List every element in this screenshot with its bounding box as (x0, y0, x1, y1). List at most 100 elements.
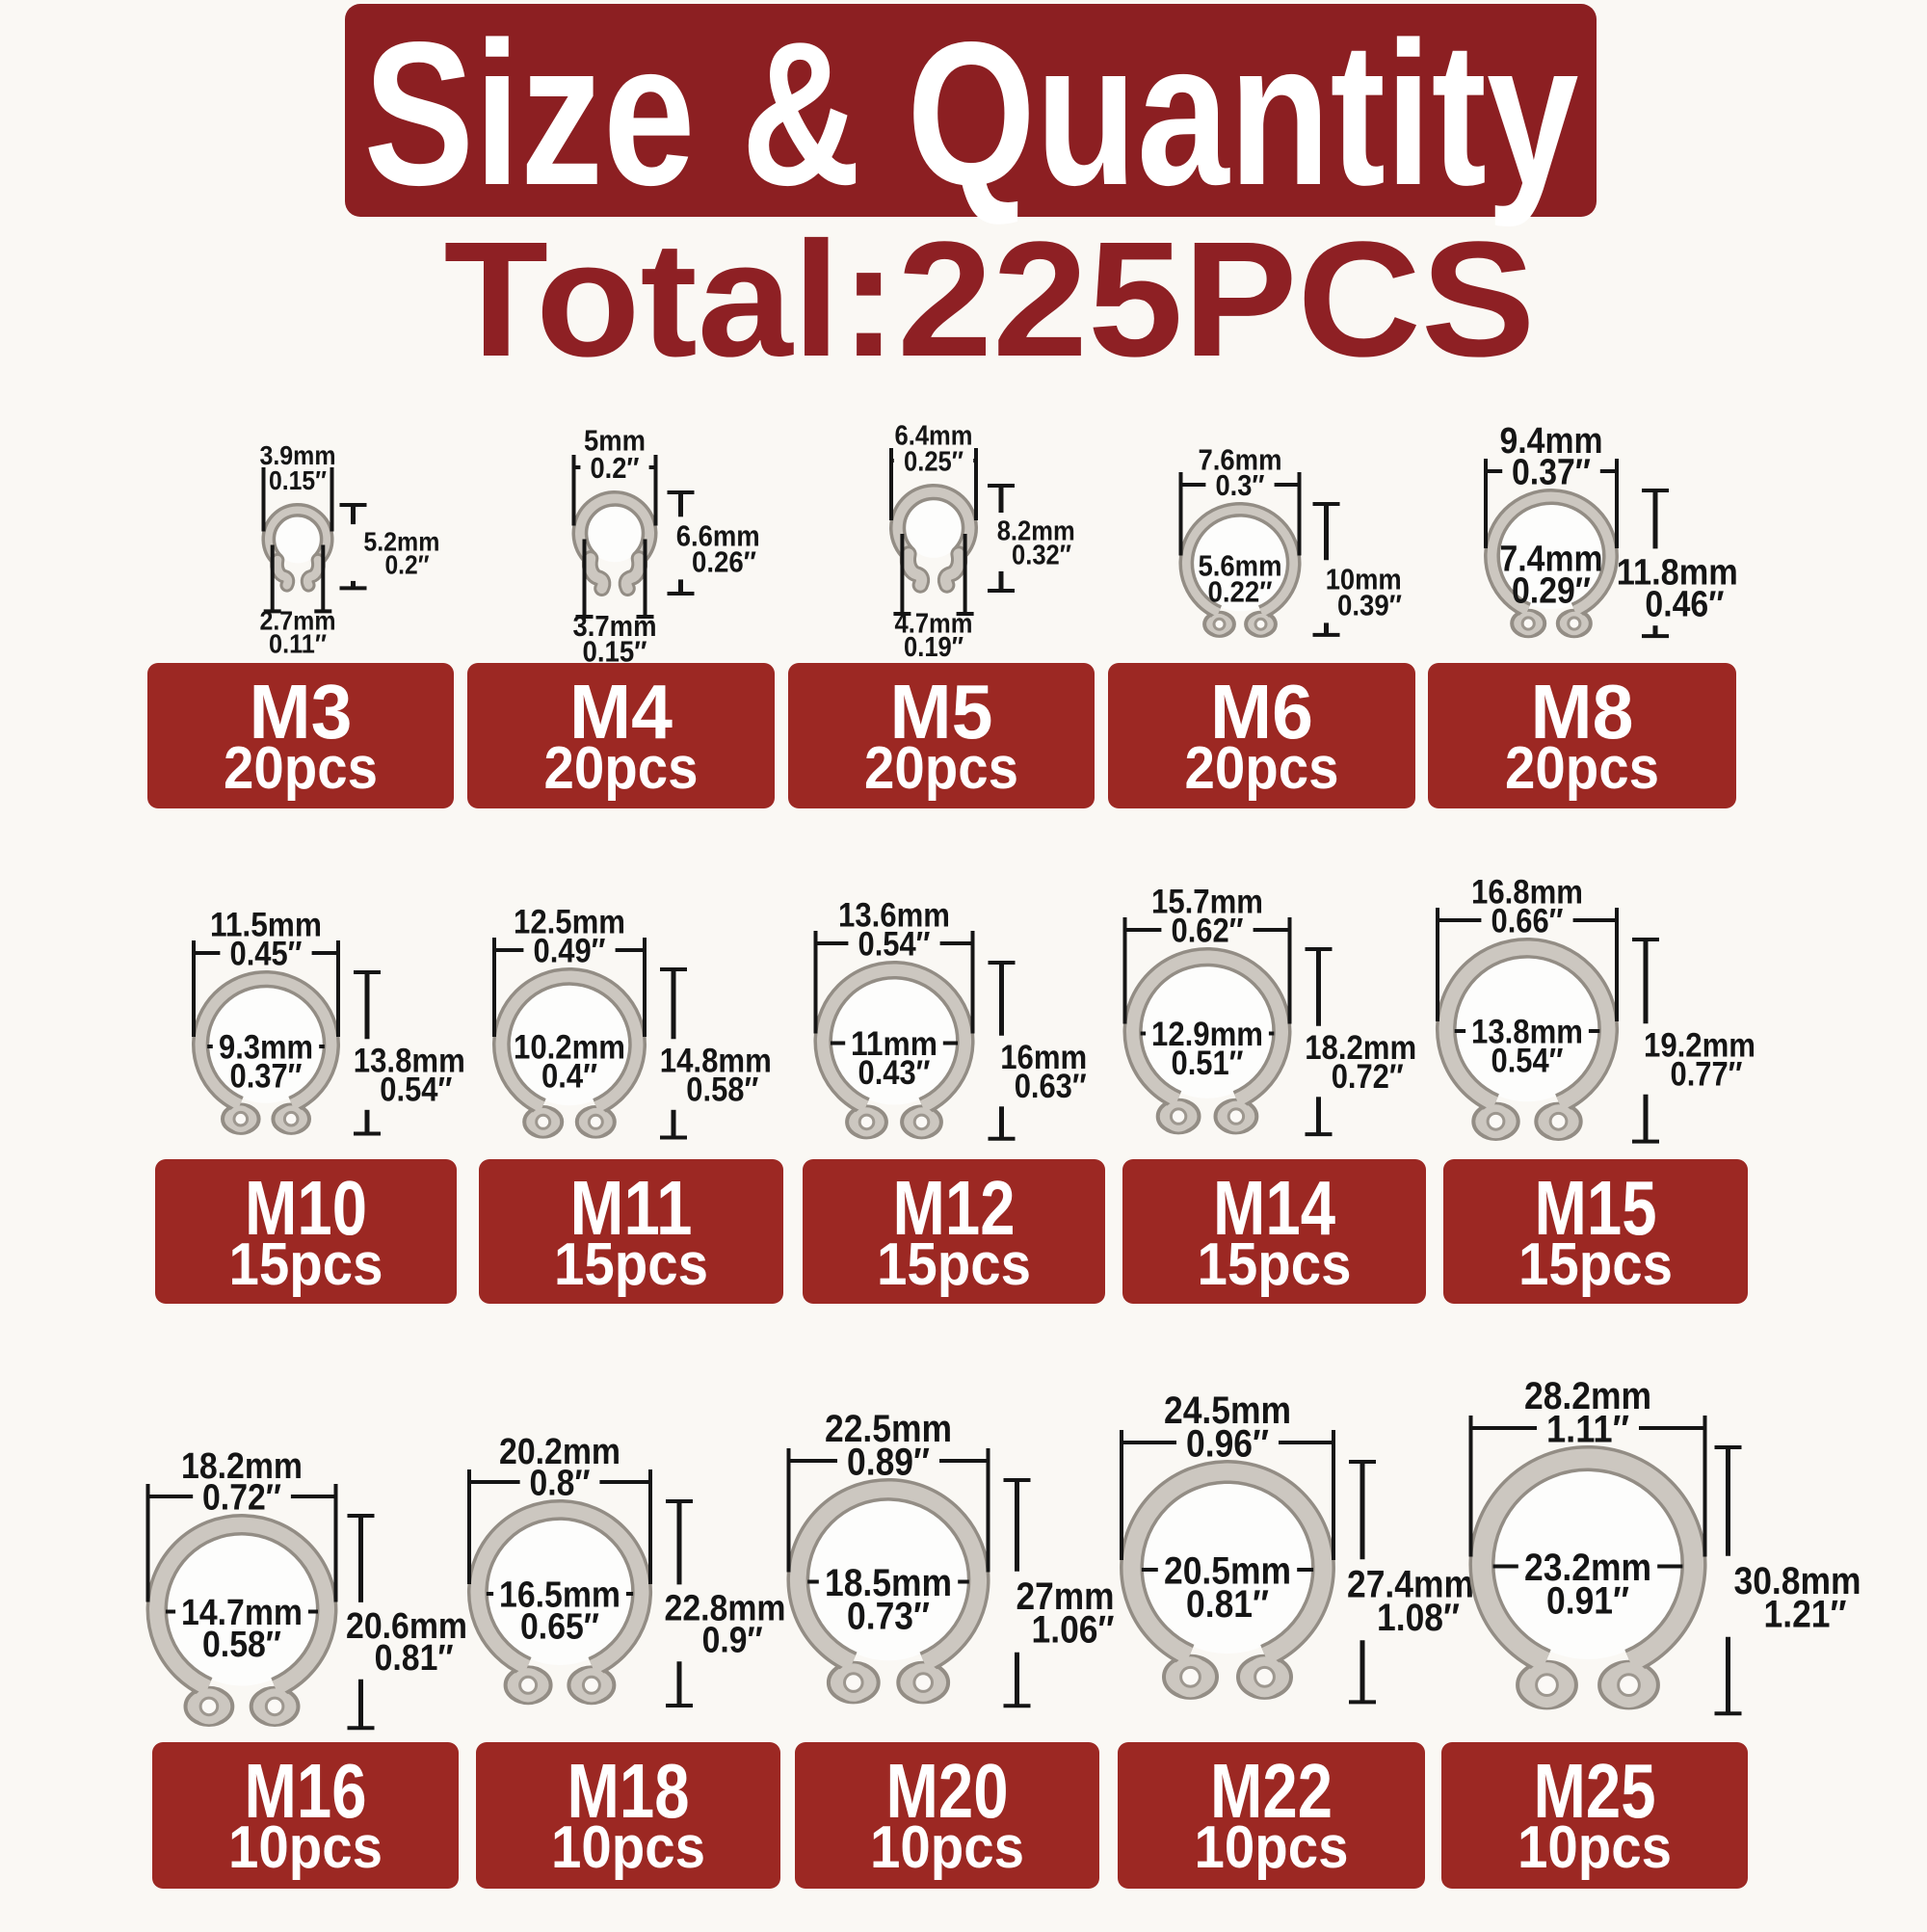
svg-text:15pcs: 15pcs (554, 1231, 708, 1298)
svg-text:12.5mm: 12.5mm (514, 904, 625, 941)
svg-text:0.51″: 0.51″ (1172, 1045, 1244, 1082)
svg-text:0.29″: 0.29″ (1512, 570, 1591, 611)
svg-text:M10: M10 (245, 1165, 367, 1251)
svg-text:10mm: 10mm (1326, 563, 1402, 596)
svg-text:5.6mm: 5.6mm (1199, 549, 1282, 583)
svg-text:5.2mm: 5.2mm (363, 527, 439, 557)
svg-text:0.2″: 0.2″ (591, 451, 640, 485)
svg-text:0.43″: 0.43″ (858, 1054, 931, 1092)
svg-text:0.4″: 0.4″ (541, 1058, 597, 1096)
svg-text:0.77″: 0.77″ (1671, 1056, 1743, 1094)
svg-text:15pcs: 15pcs (1518, 1231, 1673, 1298)
svg-text:10pcs: 10pcs (228, 1814, 383, 1881)
svg-text:11.8mm: 11.8mm (1617, 553, 1738, 594)
svg-text:0.91″: 0.91″ (1546, 1579, 1629, 1622)
svg-text:3.7mm: 3.7mm (573, 609, 657, 643)
svg-text:0.81″: 0.81″ (1186, 1583, 1269, 1626)
svg-text:6.4mm: 6.4mm (895, 421, 973, 452)
svg-text:0.19″: 0.19″ (904, 632, 964, 663)
svg-text:0.49″: 0.49″ (534, 933, 606, 970)
svg-text:14.8mm: 14.8mm (660, 1043, 772, 1080)
svg-text:0.72″: 0.72″ (202, 1478, 281, 1519)
svg-text:0.3″: 0.3″ (1216, 468, 1265, 502)
svg-text:10pcs: 10pcs (1195, 1814, 1349, 1881)
svg-text:0.25″: 0.25″ (904, 446, 964, 477)
svg-text:1.08″: 1.08″ (1377, 1597, 1460, 1639)
svg-text:13.6mm: 13.6mm (838, 897, 950, 935)
svg-text:23.2mm: 23.2mm (1524, 1547, 1651, 1589)
svg-text:0.73″: 0.73″ (847, 1595, 930, 1637)
svg-text:M6: M6 (1210, 669, 1313, 754)
svg-text:M4: M4 (569, 669, 673, 754)
svg-text:0.45″: 0.45″ (230, 936, 303, 973)
svg-text:0.11″: 0.11″ (269, 628, 327, 658)
svg-text:M18: M18 (568, 1748, 690, 1834)
svg-text:30.8mm: 30.8mm (1734, 1560, 1861, 1602)
svg-text:11mm: 11mm (851, 1025, 937, 1063)
svg-text:0.66″: 0.66″ (1491, 903, 1564, 940)
svg-text:0.58″: 0.58″ (686, 1072, 758, 1109)
svg-text:28.2mm: 28.2mm (1524, 1375, 1651, 1417)
svg-text:0.46″: 0.46″ (1645, 584, 1724, 624)
svg-text:15pcs: 15pcs (877, 1231, 1031, 1298)
svg-text:7.6mm: 7.6mm (1199, 443, 1282, 477)
svg-text:20pcs: 20pcs (1505, 735, 1659, 802)
svg-text:0.8″: 0.8″ (530, 1464, 591, 1504)
svg-text:M22: M22 (1210, 1748, 1333, 1834)
svg-text:16mm: 16mm (1000, 1039, 1087, 1076)
svg-text:0.81″: 0.81″ (375, 1638, 454, 1679)
svg-text:10.2mm: 10.2mm (514, 1029, 625, 1067)
svg-text:0.2″: 0.2″ (385, 550, 430, 580)
svg-text:0.32″: 0.32″ (1012, 540, 1071, 570)
svg-text:M5: M5 (890, 669, 993, 754)
svg-text:20pcs: 20pcs (544, 735, 699, 802)
svg-text:20.6mm: 20.6mm (346, 1606, 467, 1647)
svg-text:1.06″: 1.06″ (1032, 1608, 1115, 1651)
svg-text:0.15″: 0.15″ (583, 635, 647, 669)
svg-text:20pcs: 20pcs (1185, 735, 1339, 802)
svg-text:0.37″: 0.37″ (230, 1058, 303, 1096)
svg-text:7.4mm: 7.4mm (1500, 540, 1603, 580)
svg-text:10pcs: 10pcs (1518, 1814, 1672, 1881)
svg-text:8.2mm: 8.2mm (997, 516, 1075, 546)
svg-text:14.7mm: 14.7mm (181, 1593, 303, 1633)
svg-text:0.54″: 0.54″ (858, 926, 931, 964)
svg-text:13.8mm: 13.8mm (354, 1043, 465, 1080)
svg-text:18.2mm: 18.2mm (181, 1446, 303, 1487)
svg-text:0.37″: 0.37″ (1512, 453, 1591, 493)
svg-text:0.54″: 0.54″ (380, 1072, 452, 1109)
svg-text:20pcs: 20pcs (864, 735, 1018, 802)
svg-text:M3: M3 (250, 669, 353, 754)
svg-text:2.7mm: 2.7mm (260, 606, 336, 636)
svg-text:11.5mm: 11.5mm (210, 907, 322, 944)
svg-text:27.4mm: 27.4mm (1347, 1563, 1474, 1605)
svg-text:M8: M8 (1531, 669, 1634, 754)
svg-text:4.7mm: 4.7mm (895, 609, 973, 640)
svg-text:9.4mm: 9.4mm (1500, 421, 1603, 462)
svg-text:22.8mm: 22.8mm (665, 1589, 786, 1629)
svg-text:10pcs: 10pcs (551, 1814, 705, 1881)
svg-text:3.9mm: 3.9mm (260, 440, 336, 470)
svg-text:15pcs: 15pcs (1198, 1231, 1352, 1298)
svg-text:0.63″: 0.63″ (1015, 1068, 1087, 1105)
svg-text:Size & Quantity: Size & Quantity (364, 0, 1579, 227)
svg-text:1.21″: 1.21″ (1764, 1593, 1847, 1635)
svg-text:20.5mm: 20.5mm (1164, 1549, 1291, 1592)
svg-text:0.72″: 0.72″ (1332, 1058, 1404, 1096)
svg-text:20.2mm: 20.2mm (499, 1432, 620, 1472)
svg-text:19.2mm: 19.2mm (1644, 1027, 1755, 1065)
svg-text:M14: M14 (1213, 1165, 1335, 1251)
svg-text:12.9mm: 12.9mm (1151, 1016, 1263, 1053)
svg-text:1.11″: 1.11″ (1546, 1408, 1629, 1450)
svg-text:0.65″: 0.65″ (520, 1606, 599, 1647)
svg-text:6.6mm: 6.6mm (676, 519, 760, 553)
svg-text:0.89″: 0.89″ (847, 1441, 930, 1483)
svg-text:10pcs: 10pcs (870, 1814, 1024, 1881)
svg-text:0.22″: 0.22″ (1208, 574, 1273, 608)
svg-text:18.2mm: 18.2mm (1305, 1029, 1416, 1067)
svg-text:0.96″: 0.96″ (1186, 1422, 1269, 1465)
svg-text:5mm: 5mm (584, 423, 646, 457)
svg-text:13.8mm: 13.8mm (1471, 1014, 1583, 1051)
svg-text:0.54″: 0.54″ (1491, 1043, 1564, 1080)
svg-text:M12: M12 (893, 1165, 1016, 1251)
